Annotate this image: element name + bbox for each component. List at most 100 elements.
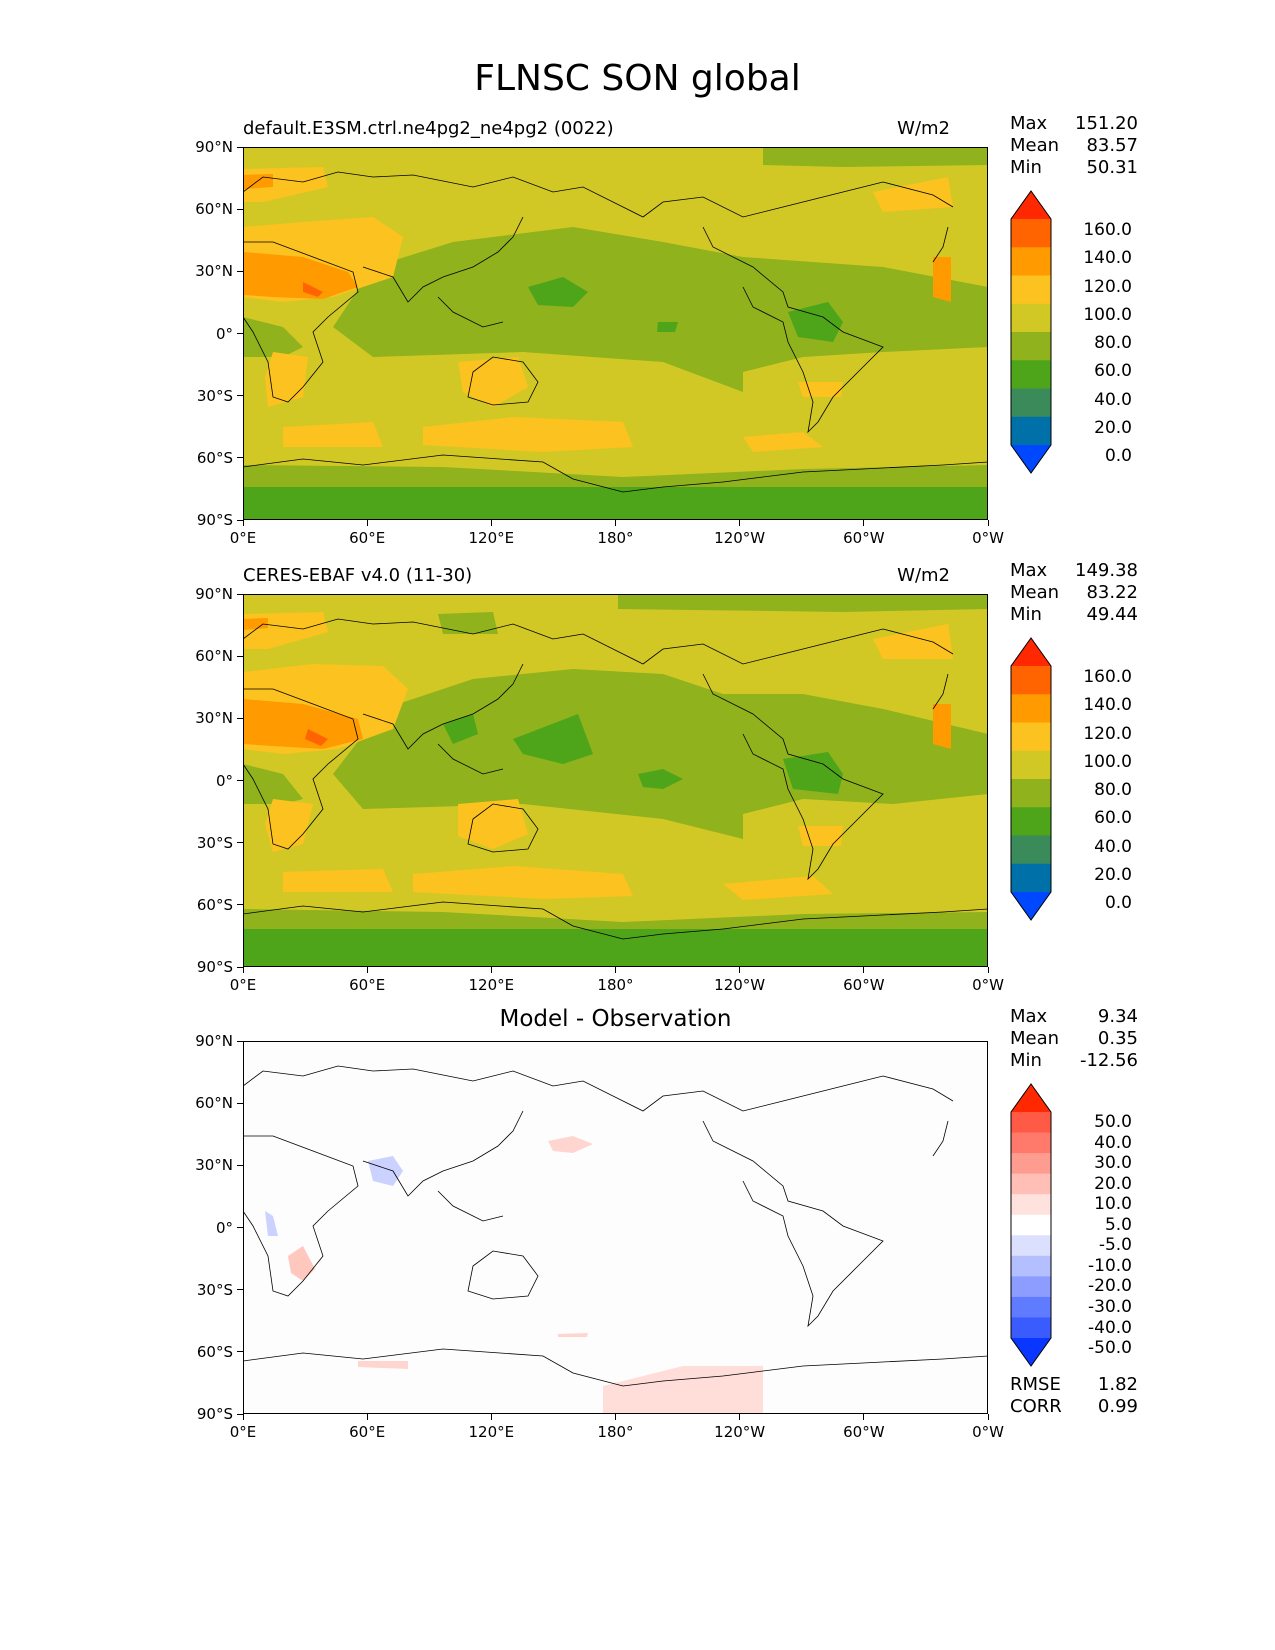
y-tick-mark	[237, 593, 243, 595]
colorbar-segment	[1011, 1153, 1051, 1175]
colorbar-label: -10.0	[1088, 1255, 1132, 1276]
y-tick-label: 90°N	[195, 138, 233, 156]
colorbar-extend-bottom	[1011, 1338, 1051, 1366]
colorbar-label: 40.0	[1094, 836, 1132, 857]
y-tick-label: 30°N	[195, 262, 233, 281]
panel2-subtitle: CERES-EBAF v4.0 (11-30)	[243, 565, 473, 586]
colorbar-label: 20.0	[1094, 1173, 1132, 1194]
colorbar-label: 120.0	[1083, 723, 1132, 744]
x-tick-label: 120°W	[714, 976, 766, 994]
x-tick-label: 120°E	[468, 976, 515, 994]
colorbar-label: -30.0	[1088, 1296, 1132, 1317]
y-tick-label: 30°S	[196, 1280, 233, 1299]
colorbar-label: 0.0	[1104, 893, 1132, 914]
y-tick-mark	[237, 270, 243, 272]
colorbar-label: 140.0	[1083, 695, 1132, 716]
x-tick-label: 120°E	[468, 529, 515, 547]
y-tick-label: 0°	[215, 771, 233, 790]
panel1-units: W/m2	[897, 118, 950, 139]
y-tick-mark	[237, 395, 243, 397]
y-tick-mark	[237, 333, 243, 334]
y-tick-label: 90°S	[196, 1405, 233, 1423]
colorbar-label: 20.0	[1094, 864, 1132, 885]
x-tick-mark	[615, 967, 616, 973]
x-tick-label: 60°E	[349, 529, 386, 547]
panel2-stats: Max 149.38 Mean 83.22 Min 49.44	[1010, 560, 1138, 625]
colorbar-segment	[1011, 303, 1051, 333]
x-tick-label: 60°W	[843, 1423, 885, 1441]
y-tick-label: 30°N	[195, 709, 233, 728]
x-tick-label: 0°W	[972, 976, 1004, 994]
x-tick-label: 180°	[597, 529, 634, 547]
x-tick-mark	[863, 520, 865, 526]
x-tick-label: 60°W	[843, 976, 885, 994]
colorbar-label: 40.0	[1094, 389, 1132, 410]
y-tick-label: 90°S	[196, 511, 233, 529]
y-tick-label: 90°N	[195, 1032, 233, 1050]
x-tick-label: 0°E	[229, 976, 257, 994]
colorbar-segment	[1011, 1173, 1051, 1195]
colorbar-segment	[1011, 247, 1051, 276]
y-tick-mark	[237, 966, 243, 968]
colorbar-segment	[1011, 779, 1051, 808]
x-tick-mark	[739, 520, 741, 526]
colorbar-extend-top	[1011, 191, 1051, 219]
colorbar-segment	[1011, 332, 1051, 361]
x-tick-mark	[366, 520, 368, 526]
y-tick-label: 90°S	[196, 958, 233, 976]
colorbar-segment	[1011, 1112, 1051, 1134]
colorbar-segment	[1011, 722, 1051, 752]
colorbar-label: 160.0	[1083, 220, 1132, 241]
y-tick-mark	[237, 717, 243, 719]
x-tick-label: 180°	[597, 1423, 634, 1441]
colorbar-segment	[1011, 219, 1051, 248]
colorbar-label: 50.0	[1094, 1112, 1132, 1133]
x-tick-label: 0°E	[229, 529, 257, 547]
colorbar-segment	[1011, 388, 1051, 418]
colorbar-extend-bottom	[1011, 892, 1051, 920]
y-tick-mark	[237, 904, 243, 906]
y-tick-label: 60°N	[195, 200, 233, 219]
colorbar-segment	[1011, 1194, 1051, 1216]
colorbar-svg	[1010, 190, 1052, 474]
colorbar-segment	[1011, 1235, 1051, 1257]
panel3-title: Model - Observation	[499, 1006, 732, 1032]
y-tick-mark	[237, 519, 243, 521]
x-tick-mark	[615, 1414, 616, 1420]
panel2-map	[243, 594, 988, 967]
colorbar-segment	[1011, 666, 1051, 695]
y-tick-mark	[237, 1040, 243, 1042]
x-tick-mark	[739, 967, 741, 973]
colorbar-label: 40.0	[1094, 1132, 1132, 1153]
colorbar-segment	[1011, 416, 1051, 446]
colorbar-segment	[1011, 1296, 1051, 1318]
y-tick-label: 90°N	[195, 585, 233, 603]
y-tick-label: 30°S	[196, 833, 233, 852]
colorbar-extend-top	[1011, 638, 1051, 666]
y-tick-mark	[237, 655, 243, 657]
panel1-map	[243, 147, 988, 520]
y-tick-label: 60°N	[195, 1094, 233, 1113]
x-tick-label: 120°W	[714, 529, 766, 547]
colorbar-label: -50.0	[1088, 1338, 1132, 1359]
x-tick-mark	[863, 967, 865, 973]
figure-title: FLNSC SON global	[474, 58, 801, 99]
colorbar-segment	[1011, 360, 1051, 389]
y-tick-label: 60°S	[196, 1342, 233, 1361]
colorbar-segment	[1011, 835, 1051, 865]
colorbar-label: 80.0	[1094, 780, 1132, 801]
y-tick-mark	[237, 457, 243, 459]
colorbar-label: -5.0	[1098, 1235, 1132, 1256]
y-tick-label: 60°S	[196, 895, 233, 914]
x-tick-mark	[242, 967, 244, 973]
x-tick-label: 60°E	[349, 1423, 386, 1441]
x-tick-mark	[490, 520, 492, 526]
x-tick-mark	[987, 1414, 989, 1420]
y-tick-mark	[237, 146, 243, 148]
x-tick-label: 0°E	[229, 1423, 257, 1441]
colorbar-segment	[1011, 694, 1051, 723]
y-tick-label: 60°S	[196, 448, 233, 467]
x-tick-mark	[490, 1414, 492, 1420]
x-tick-label: 120°E	[468, 1423, 515, 1441]
colorbar-segment	[1011, 1317, 1051, 1339]
